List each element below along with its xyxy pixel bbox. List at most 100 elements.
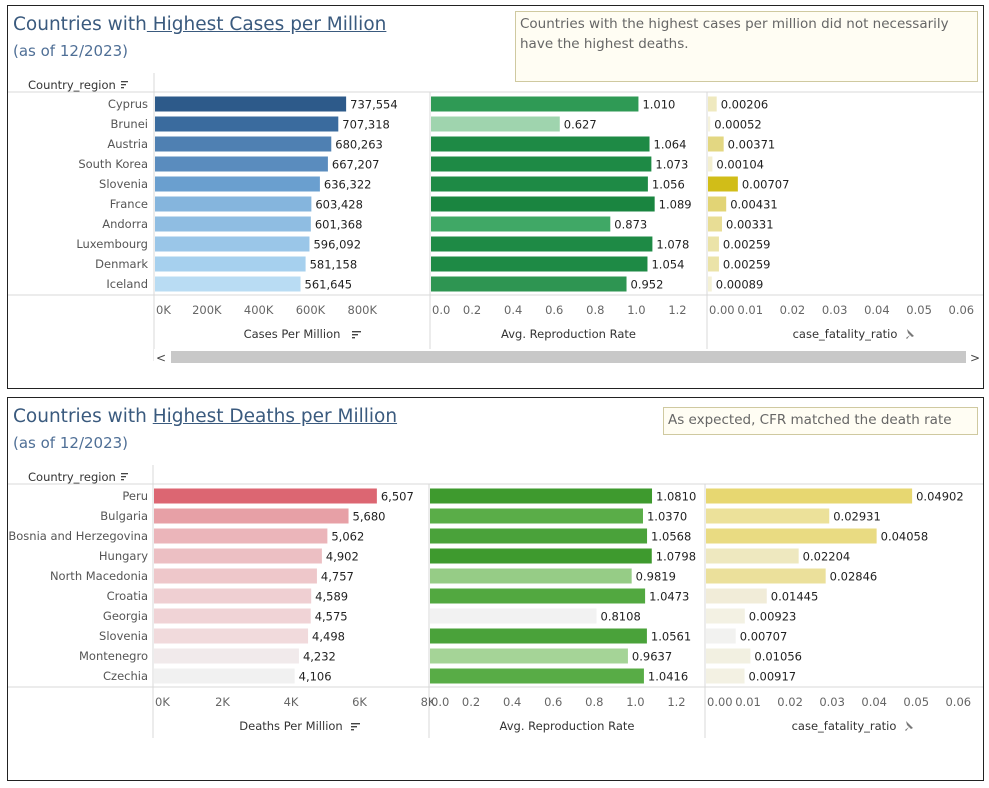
bar[interactable] <box>155 96 347 112</box>
data-label: 5,062 <box>331 530 364 544</box>
bar[interactable] <box>431 176 648 192</box>
pin-icon[interactable] <box>905 721 913 731</box>
deaths-panel-subtitle: (as of 12/2023) <box>13 434 129 452</box>
scroll-left-icon[interactable]: < <box>156 351 166 365</box>
bar[interactable] <box>708 156 713 172</box>
bar[interactable] <box>708 256 719 272</box>
data-label: 4,106 <box>299 670 332 684</box>
bar[interactable] <box>431 236 653 252</box>
data-label: 0.00707 <box>742 178 790 192</box>
bar[interactable] <box>155 156 328 172</box>
bar[interactable] <box>708 176 738 192</box>
sort-icon-line <box>121 87 124 89</box>
bar[interactable] <box>706 608 745 624</box>
horizontal-scrollbar[interactable]: < > <box>154 349 983 365</box>
bar[interactable] <box>154 668 295 684</box>
bar[interactable] <box>708 136 724 152</box>
country-label: South Korea <box>78 157 148 171</box>
sort-icon[interactable] <box>351 723 360 725</box>
deaths-annotation: As expected, CFR matched the death rate <box>663 407 978 435</box>
bar[interactable] <box>431 156 652 172</box>
bar[interactable] <box>154 628 309 644</box>
bar[interactable] <box>155 216 311 232</box>
tick-label: 0.8 <box>586 303 604 317</box>
title-link[interactable]: Highest Deaths per Million <box>152 406 398 427</box>
pin-icon[interactable] <box>906 329 914 339</box>
bar[interactable] <box>706 568 826 584</box>
sort-icon[interactable] <box>351 726 357 728</box>
bar[interactable] <box>155 196 312 212</box>
bar[interactable] <box>430 488 653 504</box>
bar[interactable] <box>155 236 310 252</box>
bar[interactable] <box>155 116 339 132</box>
country-label: Slovenia <box>99 177 148 191</box>
bar[interactable] <box>154 488 377 504</box>
country-label: Czechia <box>103 669 148 683</box>
bar[interactable] <box>431 196 655 212</box>
bar[interactable] <box>706 628 736 644</box>
bar[interactable] <box>708 276 712 292</box>
bar[interactable] <box>155 256 306 272</box>
bar[interactable] <box>708 116 711 132</box>
bar[interactable] <box>430 588 646 604</box>
bar[interactable] <box>430 568 632 584</box>
bar[interactable] <box>430 628 647 644</box>
bar[interactable] <box>706 588 767 604</box>
data-label: 6,507 <box>381 490 414 504</box>
bar[interactable] <box>430 608 597 624</box>
bar[interactable] <box>431 136 650 152</box>
bar[interactable] <box>431 276 627 292</box>
bar[interactable] <box>431 96 639 112</box>
data-label: 1.0568 <box>651 530 691 544</box>
bar[interactable] <box>154 508 349 524</box>
bar[interactable] <box>431 116 560 132</box>
bar[interactable] <box>154 648 299 664</box>
bar[interactable] <box>154 608 311 624</box>
bar[interactable] <box>430 668 644 684</box>
bar[interactable] <box>430 648 628 664</box>
sort-icon[interactable] <box>121 473 128 481</box>
bar[interactable] <box>155 176 320 192</box>
sort-icon[interactable] <box>352 334 358 336</box>
data-label: 0.00104 <box>716 158 764 172</box>
bar[interactable] <box>706 508 830 524</box>
sort-icon[interactable] <box>352 331 361 333</box>
data-label: 4,757 <box>321 570 354 584</box>
bar[interactable] <box>708 96 717 112</box>
bar[interactable] <box>154 588 312 604</box>
data-label: 0.00923 <box>749 610 797 624</box>
data-label: 1.0561 <box>651 630 691 644</box>
bar[interactable] <box>430 548 652 564</box>
sort-icon-line <box>121 476 126 478</box>
bar[interactable] <box>708 216 722 232</box>
data-label: 0.9819 <box>636 570 676 584</box>
bar[interactable] <box>706 528 877 544</box>
bar[interactable] <box>706 668 745 684</box>
tick-label: 800K <box>348 303 378 317</box>
bar[interactable] <box>154 548 322 564</box>
tick-label: 0.00 <box>707 695 733 709</box>
bar[interactable] <box>431 216 611 232</box>
bar[interactable] <box>431 256 648 272</box>
bar[interactable] <box>708 196 727 212</box>
scroll-right-icon[interactable]: > <box>970 351 980 365</box>
bar[interactable] <box>154 528 328 544</box>
scrollbar-thumb[interactable] <box>171 351 966 363</box>
bar[interactable] <box>430 508 643 524</box>
sort-icon[interactable] <box>351 729 354 731</box>
bar[interactable] <box>706 488 913 504</box>
bar[interactable] <box>430 528 648 544</box>
sort-icon[interactable] <box>121 81 128 89</box>
bar[interactable] <box>706 548 799 564</box>
tick-label: 0.05 <box>906 303 932 317</box>
bar[interactable] <box>708 236 719 252</box>
sort-icon[interactable] <box>352 337 355 339</box>
bar[interactable] <box>154 568 317 584</box>
title-link[interactable]: Highest Cases per Million <box>146 14 387 35</box>
bar[interactable] <box>706 648 751 664</box>
bar[interactable] <box>155 136 332 152</box>
tick-label: 0.06 <box>945 695 971 709</box>
bar[interactable] <box>155 276 301 292</box>
data-label: 0.01056 <box>754 650 802 664</box>
